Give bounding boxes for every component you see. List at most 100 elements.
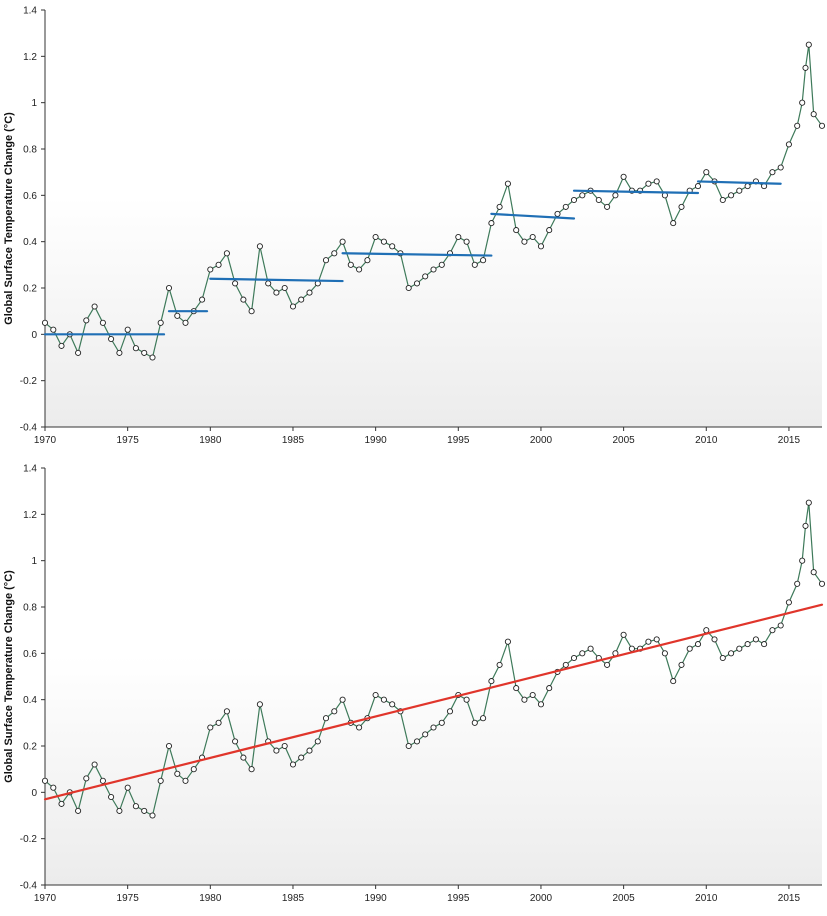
data-point bbox=[719, 654, 726, 662]
data-point bbox=[215, 261, 222, 268]
data-point bbox=[694, 641, 702, 648]
data-point bbox=[480, 257, 487, 264]
data-point bbox=[537, 701, 545, 708]
data-point bbox=[463, 696, 470, 703]
x-tick-label: 1995 bbox=[447, 435, 470, 446]
data-point bbox=[58, 342, 65, 349]
data-point bbox=[116, 807, 123, 814]
data-point bbox=[504, 638, 511, 645]
data-point bbox=[802, 522, 809, 529]
data-point bbox=[240, 754, 247, 761]
data-point bbox=[769, 627, 776, 634]
data-point bbox=[670, 220, 677, 227]
data-point bbox=[818, 122, 826, 129]
data-point bbox=[438, 261, 445, 268]
data-point bbox=[273, 289, 280, 296]
data-point bbox=[703, 169, 710, 176]
data-point bbox=[75, 807, 82, 814]
x-tick-label: 1990 bbox=[365, 435, 388, 446]
data-point bbox=[116, 349, 123, 356]
data-point bbox=[256, 701, 263, 708]
data-point bbox=[799, 557, 806, 564]
data-point bbox=[794, 580, 801, 587]
data-point bbox=[289, 303, 297, 310]
data-point bbox=[496, 203, 503, 210]
data-point bbox=[430, 266, 437, 273]
data-point bbox=[83, 317, 90, 324]
plot-background bbox=[45, 10, 822, 427]
data-point bbox=[488, 678, 495, 685]
y-tick-label: 0.2 bbox=[23, 742, 37, 753]
data-point bbox=[289, 761, 297, 768]
data-point bbox=[521, 238, 528, 245]
x-tick-label: 1985 bbox=[282, 435, 305, 446]
y-axis-title: Global Surface Temperature Change (°C) bbox=[3, 570, 15, 783]
x-tick-label: 1980 bbox=[199, 893, 222, 904]
trend-line-segment bbox=[696, 180, 782, 185]
data-point bbox=[620, 173, 627, 180]
trend-line-segment bbox=[341, 252, 493, 257]
y-tick-label: 0.4 bbox=[23, 695, 37, 706]
data-point bbox=[413, 738, 421, 745]
data-point bbox=[513, 227, 520, 234]
y-tick-label: -0.2 bbox=[20, 376, 38, 387]
data-point bbox=[314, 738, 321, 745]
data-point bbox=[265, 280, 272, 287]
data-point bbox=[438, 719, 445, 726]
data-point bbox=[670, 678, 677, 685]
y-tick-label: 0 bbox=[31, 788, 37, 799]
plot-background bbox=[45, 468, 822, 885]
data-point bbox=[380, 696, 387, 703]
data-point bbox=[91, 761, 98, 768]
data-point bbox=[744, 641, 751, 648]
x-tick-label: 1975 bbox=[117, 435, 140, 446]
data-point bbox=[752, 636, 759, 643]
data-point bbox=[744, 183, 751, 190]
x-tick-label: 2000 bbox=[530, 435, 553, 446]
y-tick-label: 1.4 bbox=[23, 464, 37, 475]
data-point bbox=[223, 708, 230, 715]
chart-panel-linear: -0.4 -0.2 0 0.2 0.4 0.6 0.8 1 1.2 1.4 1970 1975 1980… bbox=[0, 458, 827, 916]
y-tick-label: 0.8 bbox=[23, 603, 37, 614]
data-point bbox=[108, 793, 115, 801]
data-point bbox=[546, 685, 553, 692]
data-point bbox=[149, 812, 156, 819]
y-tick-label: 1 bbox=[31, 556, 37, 567]
data-point bbox=[157, 777, 164, 784]
data-point bbox=[422, 273, 429, 280]
x-tick-label: 2000 bbox=[530, 893, 553, 904]
data-point bbox=[364, 257, 371, 264]
y-tick-label: 0.2 bbox=[23, 284, 37, 295]
data-point bbox=[645, 180, 652, 187]
data-point bbox=[818, 580, 826, 587]
data-point bbox=[132, 345, 139, 352]
data-point bbox=[256, 243, 263, 250]
trend-line-segment bbox=[43, 603, 824, 801]
data-point bbox=[182, 319, 189, 326]
data-point bbox=[736, 645, 743, 652]
data-point bbox=[769, 169, 776, 176]
data-point bbox=[99, 777, 106, 784]
chart-bottom: -0.4 -0.2 0 0.2 0.4 0.6 0.8 1 1.2 1.4 1970 1975 1980… bbox=[3, 464, 826, 904]
data-point bbox=[190, 766, 197, 773]
data-point bbox=[306, 289, 313, 296]
data-point bbox=[149, 354, 156, 361]
data-point bbox=[199, 296, 206, 303]
data-point bbox=[124, 326, 131, 333]
x-tick-label: 2015 bbox=[778, 893, 801, 904]
y-tick-label: 1 bbox=[31, 98, 37, 109]
data-point bbox=[653, 178, 660, 185]
x-tick-label: 1970 bbox=[34, 893, 57, 904]
data-point bbox=[422, 731, 429, 738]
data-point bbox=[141, 349, 148, 356]
data-point bbox=[248, 766, 255, 773]
y-tick-label: 0.6 bbox=[23, 649, 37, 660]
data-point bbox=[728, 192, 735, 199]
y-tick-label: 0 bbox=[31, 330, 37, 341]
data-point bbox=[99, 319, 106, 326]
data-point bbox=[165, 284, 173, 292]
data-point bbox=[174, 312, 181, 319]
data-point bbox=[248, 308, 255, 315]
data-point bbox=[645, 638, 652, 645]
data-point bbox=[678, 203, 685, 210]
